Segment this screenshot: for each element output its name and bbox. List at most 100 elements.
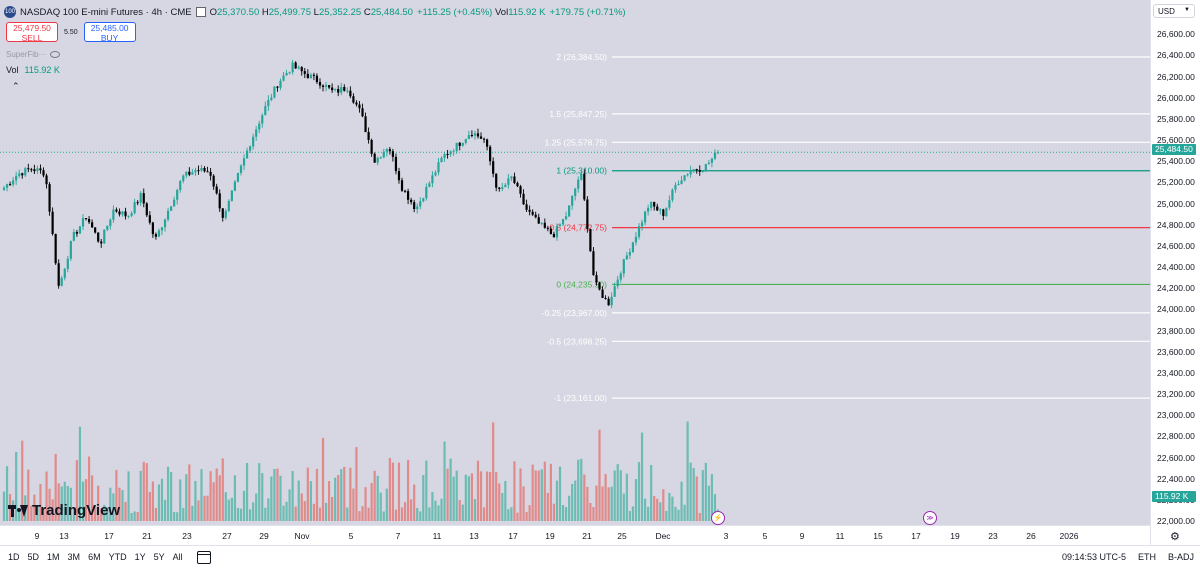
ohlc-high-label: H [259,6,269,18]
price-tick-label: 25,400.00 [1157,156,1195,167]
volume-bar [574,480,577,521]
volume-bar [616,464,619,521]
candle-body [543,222,546,228]
volume-bar [668,492,671,521]
candle-body [118,211,121,215]
time-tick-label: 13 [469,531,479,541]
range-button[interactable]: 1D [8,552,20,562]
volume-bar [66,485,69,521]
candle-body [227,200,230,211]
candle-body [106,225,109,230]
candle-body [236,173,240,182]
volume-bar [63,481,66,521]
volume-bar [440,498,443,521]
chart-canvas[interactable]: 2 (26,384.50) 1.5 (25,847.25) 1.25 (25,578… [0,0,1150,525]
range-button[interactable]: YTD [108,552,127,562]
candle-body [170,206,173,211]
ohlc-open: 25,370.50 [216,6,260,18]
candle-body [589,229,592,252]
candle-body [233,181,237,191]
volume-bar [276,468,279,521]
volume-bar [236,507,240,521]
range-button[interactable]: 1Y [134,552,146,562]
candle-body [97,232,100,242]
dividends-event-icon[interactable]: ⚡ [711,511,725,525]
candle-body [485,139,489,147]
candle-body [464,138,467,143]
range-button[interactable]: All [172,552,183,562]
vol-label: Vol [492,6,509,18]
tradingview-logo[interactable]: TradingView [8,502,120,519]
volume-bar [324,502,328,521]
symbol-logo-icon[interactable]: 100 [4,6,16,18]
clock-time[interactable]: 09:14:53 UTC-5 [1061,552,1126,562]
candle-body [60,277,63,286]
candle-body [294,62,297,69]
candle-body [63,268,66,278]
candle-body [446,153,449,155]
currency-selector[interactable]: USD ▼ [1153,4,1195,18]
volume-bar [373,470,376,521]
header-vol-change: +179.75 (+0.71%) [549,6,626,18]
volume-bar [428,507,431,521]
time-axis[interactable]: 9 13 17 21 23 27 29 Nov 5 7 11 13 17 19 21 25 Dec 3 5 9 11 15… [0,525,1150,546]
range-button[interactable]: 3M [67,552,81,562]
candle-body [564,216,568,220]
volume-bar [91,475,94,521]
range-button[interactable]: 6M [88,552,101,562]
candle-body [516,182,519,187]
candle-body [607,298,610,306]
candle-body [419,201,422,207]
volume-bar [622,493,625,521]
candle-body [650,201,653,208]
volume-bar [689,462,692,521]
candle-body [306,73,309,79]
buy-button[interactable]: 25,485.00 BUY [83,22,136,42]
volume-bar [163,499,167,521]
volume-bar [166,466,170,521]
ohlc-change: +115.25 (+0.45%) [416,6,493,18]
price-axis[interactable]: 26,600.00 26,400.00 26,200.00 26,000.00 25,8… [1150,0,1200,545]
volume-legend[interactable]: Vol 115.92 K [6,65,60,75]
candle-body [230,190,233,201]
volume-bar [543,461,546,521]
candle-body [410,199,413,203]
range-button[interactable]: 5Y [153,552,165,562]
volume-bar [145,463,148,521]
volume-bar [288,489,291,521]
candle-body [166,210,170,220]
time-tick-label: 17 [104,531,114,541]
volume-bar [154,507,158,521]
fib-level-label: 2 (26,384.50) [556,52,607,62]
candle-body [221,208,224,218]
volume-bar [449,458,452,521]
candle-body [324,85,328,87]
range-button[interactable]: 1M [47,552,60,562]
candle-body [428,183,431,187]
symbol-title[interactable]: NASDAQ 100 E-mini Futures · 4h · CME [20,6,192,18]
sell-button[interactable]: 25,479.50 SELL [6,22,58,42]
candle-body [574,188,577,197]
eye-icon[interactable] [50,51,61,58]
volume-bar [458,500,461,521]
adjustment-toggle[interactable]: B-ADJ [1167,552,1194,562]
volume-bar [218,475,221,521]
study-legend[interactable]: SuperFib ··· [6,50,61,59]
chart-plot-area[interactable]: 2 (26,384.50) 1.5 (25,847.25) 1.25 (25,578… [0,0,1150,525]
volume-bar [434,500,437,521]
calendar-icon[interactable] [196,550,211,564]
volume-bar [124,501,127,521]
session-toggle[interactable]: ETH [1137,552,1156,562]
settings-gear-icon[interactable]: ⚙ [1170,531,1180,543]
volume-bar [498,483,501,521]
checkbox-icon[interactable] [195,7,206,17]
volume-bar [692,468,695,521]
earnings-event-icon[interactable]: ≫ [923,511,937,525]
collapse-legend-icon[interactable]: ⌃ [12,81,20,91]
volume-bar [15,451,18,521]
time-tick-label: 17 [911,531,921,541]
volume-bar [78,426,82,521]
candle-body [112,209,115,220]
volume-bar [528,505,531,521]
range-button[interactable]: 5D [27,552,40,562]
